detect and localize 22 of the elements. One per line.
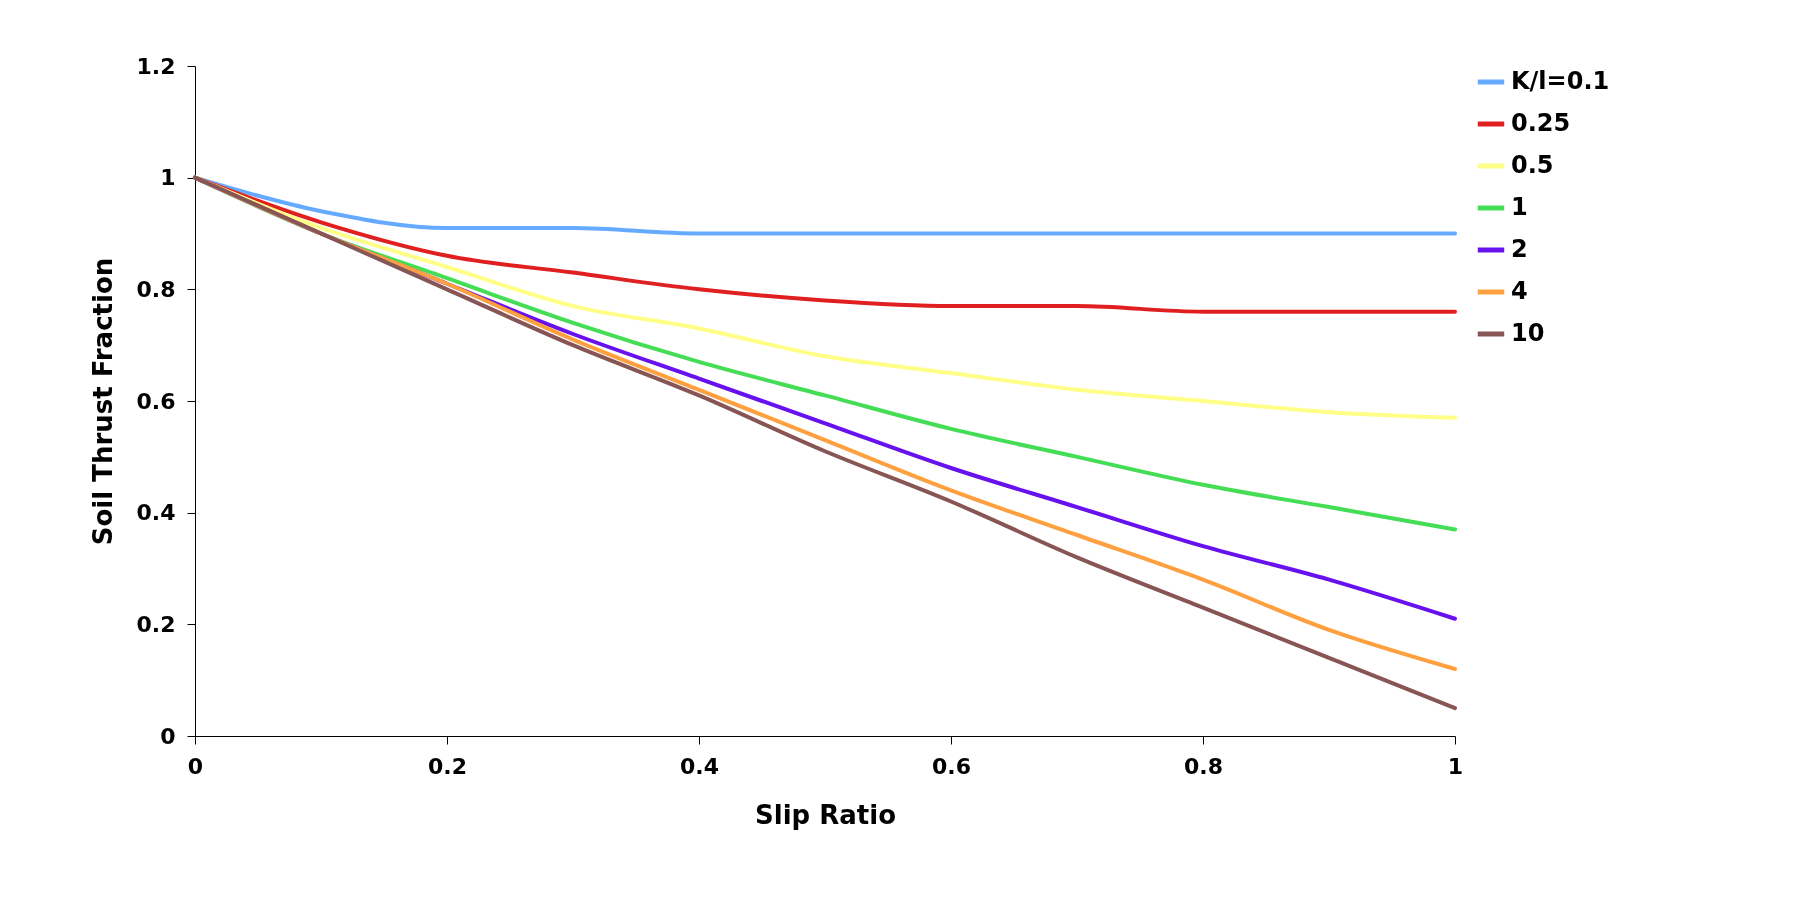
legend-label: 0.25 bbox=[1511, 109, 1571, 137]
x-axis-title: Slip Ratio bbox=[755, 799, 896, 830]
x-tick-label: 0 bbox=[187, 753, 204, 779]
x-tick-label: 0.2 bbox=[428, 753, 467, 779]
legend-label: K/l=0.1 bbox=[1511, 67, 1610, 95]
legend-label: 0.5 bbox=[1511, 151, 1554, 179]
y-tick-label: 0 bbox=[160, 723, 176, 749]
x-tick-label: 0.6 bbox=[932, 753, 971, 779]
legend-label: 2 bbox=[1511, 235, 1528, 263]
legend-label: 10 bbox=[1511, 319, 1545, 347]
legend-label: 1 bbox=[1511, 193, 1528, 221]
y-axis-title: Soil Thrust Fraction bbox=[87, 257, 118, 546]
y-tick-label: 0.6 bbox=[136, 388, 176, 414]
y-tick-label: 1.2 bbox=[136, 53, 176, 79]
x-tick-label: 0.4 bbox=[680, 753, 719, 779]
x-tick-label: 0.8 bbox=[1184, 753, 1223, 779]
y-tick-label: 1 bbox=[160, 165, 176, 191]
legend-label: 4 bbox=[1511, 277, 1528, 305]
y-tick-label: 0.2 bbox=[136, 611, 176, 637]
y-tick-label: 0.8 bbox=[136, 276, 176, 302]
y-tick-label: 0.4 bbox=[136, 500, 176, 526]
x-tick-label: 1 bbox=[1447, 753, 1464, 779]
